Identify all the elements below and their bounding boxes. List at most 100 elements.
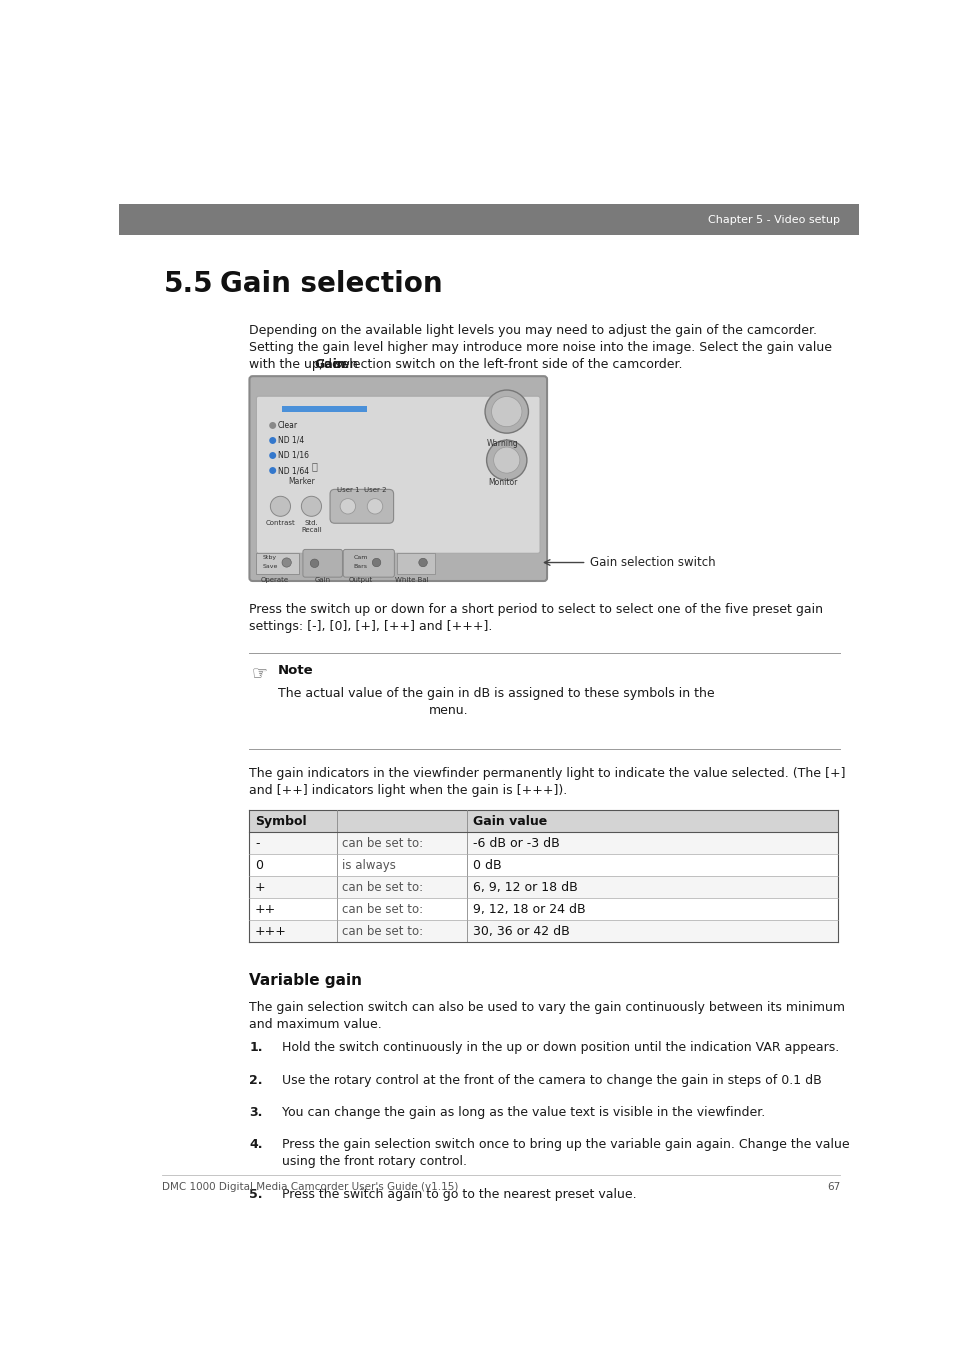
Bar	[249, 854, 838, 877]
Text: Note: Note	[278, 665, 314, 677]
Circle shape	[418, 558, 427, 567]
Text: ND 1/64: ND 1/64	[278, 466, 309, 476]
Text: 🎤: 🎤	[312, 462, 317, 471]
FancyBboxPatch shape	[330, 489, 394, 523]
Text: Symbol: Symbol	[254, 815, 306, 828]
Text: ☞: ☞	[251, 665, 267, 682]
Bar	[249, 898, 838, 920]
Circle shape	[484, 390, 528, 434]
Text: ND 1/4: ND 1/4	[278, 436, 304, 444]
FancyBboxPatch shape	[249, 376, 546, 581]
Text: Bars: Bars	[353, 565, 367, 569]
Text: Depending on the available light levels you may need to adjust the gain of the c: Depending on the available light levels …	[249, 324, 817, 336]
Text: Warning: Warning	[486, 439, 518, 449]
Text: 5.: 5.	[249, 1188, 263, 1201]
Bar	[256, 553, 298, 574]
Text: Press the switch again to go to the nearest preset value.: Press the switch again to go to the near…	[282, 1188, 636, 1201]
Circle shape	[491, 396, 521, 427]
Circle shape	[493, 447, 519, 473]
Circle shape	[486, 440, 526, 480]
Text: Press the gain selection switch once to bring up the variable gain again. Change: Press the gain selection switch once to …	[282, 1139, 849, 1151]
Text: Variable gain: Variable gain	[249, 973, 362, 988]
Text: and [++] indicators light when the gain is [+++]).: and [++] indicators light when the gain …	[249, 784, 567, 797]
Text: Save: Save	[262, 565, 277, 569]
Text: Output: Output	[349, 577, 373, 584]
Text: 6, 9, 12 or 18 dB: 6, 9, 12 or 18 dB	[473, 881, 577, 894]
Text: can be set to:: can be set to:	[342, 838, 423, 850]
Text: Std.
Recall: Std. Recall	[301, 520, 321, 534]
Circle shape	[367, 499, 382, 513]
Text: Press the switch up or down for a short period to select to select one of the fi: Press the switch up or down for a short …	[249, 604, 822, 616]
Text: Cam: Cam	[353, 555, 367, 559]
Circle shape	[340, 499, 355, 513]
Text: Hold the switch continuously in the up or down position until the indication VAR: Hold the switch continuously in the up o…	[282, 1042, 839, 1055]
Circle shape	[270, 496, 291, 516]
Circle shape	[269, 436, 276, 444]
Text: Contrast: Contrast	[265, 520, 295, 526]
Circle shape	[269, 422, 276, 428]
Text: The gain selection switch can also be used to vary the gain continuously between: The gain selection switch can also be us…	[249, 1001, 844, 1015]
Text: The gain indicators in the viewfinder permanently light to indicate the value se: The gain indicators in the viewfinder pe…	[249, 766, 845, 780]
Text: selection switch on the left-front side of the camcorder.: selection switch on the left-front side …	[331, 358, 682, 370]
Text: using the front rotary control.: using the front rotary control.	[282, 1155, 467, 1169]
Circle shape	[310, 559, 318, 567]
Text: 3.: 3.	[249, 1106, 262, 1119]
Text: ++: ++	[254, 902, 275, 916]
Circle shape	[372, 558, 380, 567]
FancyBboxPatch shape	[256, 396, 539, 554]
Text: -6 dB or -3 dB: -6 dB or -3 dB	[473, 838, 559, 850]
Text: Gain: Gain	[314, 358, 346, 370]
Text: with the up/down: with the up/down	[249, 358, 362, 370]
Text: The actual value of the gain in dB is assigned to these symbols in the: The actual value of the gain in dB is as…	[278, 688, 714, 700]
Bar	[249, 832, 838, 854]
Text: +: +	[254, 881, 265, 894]
Bar	[249, 920, 838, 942]
Bar	[249, 877, 838, 898]
Text: 30, 36 or 42 dB: 30, 36 or 42 dB	[473, 925, 569, 938]
Text: Clear: Clear	[278, 422, 298, 430]
Text: 0 dB: 0 dB	[473, 859, 501, 871]
Text: ND 1/16: ND 1/16	[278, 451, 309, 459]
Text: Use the rotary control at the front of the camera to change the gain in steps of: Use the rotary control at the front of t…	[282, 1074, 821, 1086]
Text: -: -	[254, 838, 259, 850]
Bar	[282, 407, 367, 412]
Text: menu.: menu.	[429, 704, 468, 717]
Text: Marker: Marker	[288, 477, 314, 486]
Text: Chapter 5 - Video setup: Chapter 5 - Video setup	[707, 215, 840, 224]
FancyBboxPatch shape	[343, 550, 394, 577]
Text: User 1: User 1	[336, 488, 359, 493]
Text: Stby: Stby	[262, 555, 276, 559]
Text: can be set to:: can be set to:	[342, 902, 423, 916]
Text: 67: 67	[826, 1182, 840, 1193]
Text: Gain selection: Gain selection	[220, 270, 442, 299]
Text: DMC 1000 Digital Media Camcorder User's Guide (v1.15): DMC 1000 Digital Media Camcorder User's …	[162, 1182, 457, 1193]
Text: can be set to:: can be set to:	[342, 881, 423, 894]
Text: 9, 12, 18 or 24 dB: 9, 12, 18 or 24 dB	[473, 902, 585, 916]
Text: Gain: Gain	[314, 577, 330, 584]
Text: User 2: User 2	[363, 488, 386, 493]
Text: 4.: 4.	[249, 1139, 263, 1151]
Text: 0: 0	[254, 859, 263, 871]
Text: 5.5: 5.5	[163, 270, 213, 299]
Circle shape	[301, 496, 321, 516]
Bar	[119, 204, 858, 235]
Text: Operate: Operate	[260, 577, 288, 584]
Text: 2.: 2.	[249, 1074, 263, 1086]
Bar	[397, 553, 435, 574]
Text: Monitor: Monitor	[488, 478, 517, 486]
FancyBboxPatch shape	[303, 550, 342, 577]
Text: Gain selection switch: Gain selection switch	[590, 557, 716, 569]
Circle shape	[269, 467, 276, 474]
Text: 1.: 1.	[249, 1042, 263, 1055]
Text: +++: +++	[254, 925, 287, 938]
Text: and maximum value.: and maximum value.	[249, 1019, 382, 1031]
Text: settings: [-], [0], [+], [++] and [+++].: settings: [-], [0], [+], [++] and [+++].	[249, 620, 493, 634]
Text: can be set to:: can be set to:	[342, 925, 423, 938]
Text: White Bal: White Bal	[395, 577, 428, 584]
Text: is always: is always	[342, 859, 395, 871]
Circle shape	[269, 453, 276, 459]
Text: Gain value: Gain value	[473, 815, 546, 828]
Bar	[249, 811, 838, 832]
Circle shape	[282, 558, 291, 567]
Text: You can change the gain as long as the value text is visible in the viewfinder.: You can change the gain as long as the v…	[282, 1106, 764, 1119]
